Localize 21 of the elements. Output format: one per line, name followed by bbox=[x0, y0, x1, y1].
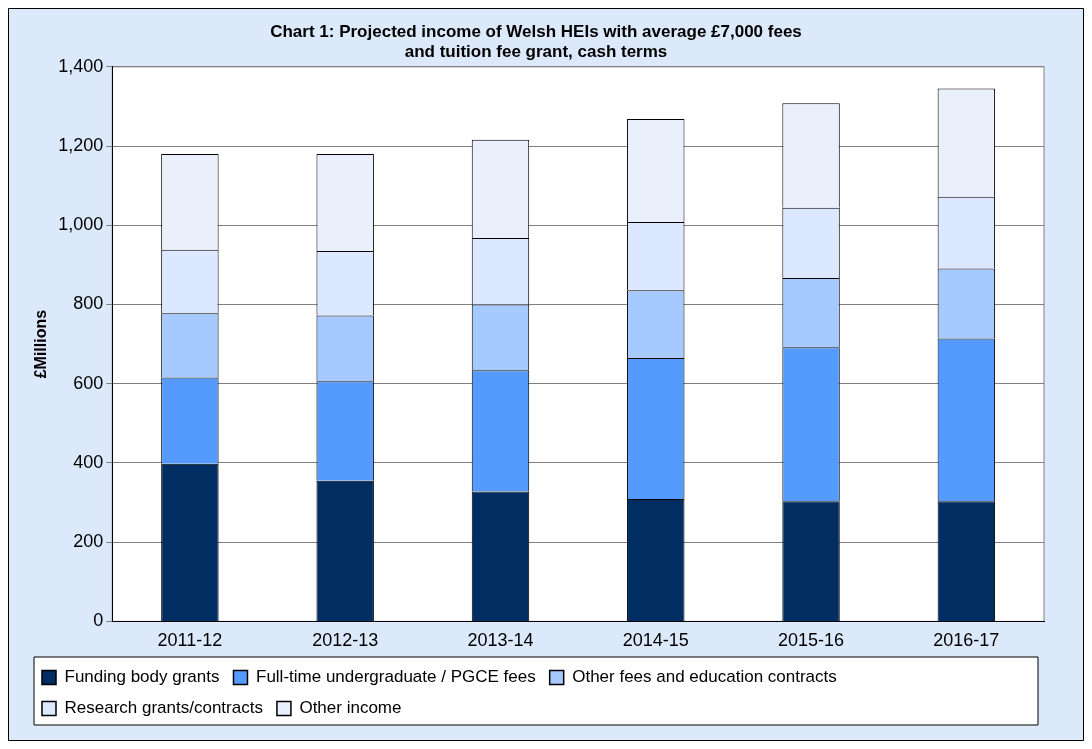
y-tick-label: 600 bbox=[73, 372, 104, 393]
y-tick-label: 0 bbox=[93, 610, 104, 631]
chart-title: Chart 1: Projected income of Welsh HEIs with average £7,000 fees and tuition fee grant, cash terms bbox=[270, 21, 802, 62]
y-axis-title: £Millions bbox=[32, 309, 50, 379]
legend-label: Research grants/contracts bbox=[64, 698, 263, 718]
x-tick-label: 2015-16 bbox=[778, 630, 845, 651]
y-tick-label: 1,400 bbox=[58, 55, 104, 76]
y-tick-label: 200 bbox=[73, 531, 104, 552]
legend-label: Other income bbox=[299, 698, 402, 718]
x-tick-label: 2012-13 bbox=[312, 630, 379, 651]
legend-label: Other fees and education contracts bbox=[572, 667, 837, 687]
y-tick-label: 800 bbox=[73, 293, 104, 314]
legend-label: Funding body grants bbox=[64, 667, 220, 687]
x-tick-label: 2013-14 bbox=[467, 630, 534, 651]
y-tick-label: 1,000 bbox=[58, 214, 104, 235]
x-tick-label: 2016-17 bbox=[933, 630, 1000, 651]
x-tick-label: 2014-15 bbox=[622, 630, 689, 651]
legend-label: Full-time undergraduate / PGCE fees bbox=[255, 667, 536, 687]
y-tick-label: 1,200 bbox=[58, 135, 104, 155]
x-tick-label: 2011-12 bbox=[157, 630, 223, 651]
y-tick-label: 400 bbox=[73, 451, 104, 472]
